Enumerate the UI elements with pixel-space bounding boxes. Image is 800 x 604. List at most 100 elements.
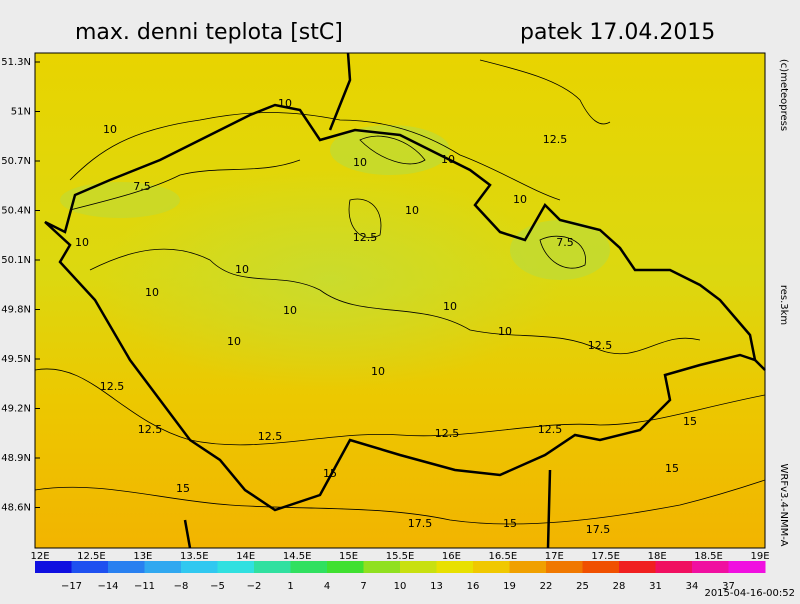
lon-label: 13E <box>133 551 152 562</box>
contour-line <box>69 159 301 211</box>
lon-label: 18E <box>648 551 667 562</box>
contour-label: 15 <box>683 415 697 428</box>
lat-label: 49.8N <box>1 305 31 316</box>
date: patek 17.04.2015 <box>520 20 715 45</box>
lon-label: 13.5E <box>180 551 209 562</box>
colorbar-segment <box>254 561 291 573</box>
lon-label: 14E <box>236 551 255 562</box>
contour-label: 10 <box>235 263 249 276</box>
colorbar-label: 31 <box>649 581 662 592</box>
colorbar-segment <box>619 561 656 573</box>
colorbar-label: −14 <box>97 581 118 592</box>
map: 10 10 12.5 7.5 10 10 10 12.5 10 7.5 10 10 10 10 10 10 10… <box>34 52 766 549</box>
lon-label: 16.5E <box>489 551 518 562</box>
contour-labels: 10 10 12.5 7.5 10 10 10 12.5 10 7.5 10 10 10 10 10 10 10… <box>75 97 697 536</box>
colorbar-segment <box>217 561 255 573</box>
contours <box>34 59 766 525</box>
colorbar-label: −5 <box>210 581 225 592</box>
colorbar-segment <box>181 561 218 573</box>
contour-label: 12.5 <box>258 430 283 443</box>
colorbar-segment <box>473 561 510 573</box>
lat-label: 50.7N <box>1 156 31 167</box>
contour-label: 10 <box>441 153 455 166</box>
contour-label: 12.5 <box>100 380 125 393</box>
colorbar-label: −11 <box>134 581 155 592</box>
contour-label: 12.5 <box>538 423 563 436</box>
colorbar-label: 37 <box>722 581 735 592</box>
colorbar-label: 4 <box>324 581 330 592</box>
lon-label: 19E <box>750 551 769 562</box>
colorbar-label: 34 <box>686 581 699 592</box>
contour-line <box>539 235 586 269</box>
colorbar-label: 25 <box>576 581 589 592</box>
colorbar-segment <box>728 561 766 573</box>
lat-label: 49.5N <box>1 354 31 365</box>
colorbar-label: 7 <box>360 581 366 592</box>
model: WRFv3.4-NMM-A <box>778 464 789 547</box>
contour-label: 10 <box>498 325 512 338</box>
timestamp: 2015-04-16-00:52 <box>704 588 795 599</box>
contour-line <box>348 198 382 238</box>
colorbar-label: −17 <box>61 581 82 592</box>
contour-label: 12.5 <box>543 133 568 146</box>
cool-area <box>60 182 180 218</box>
lat-label: 48.9N <box>1 453 31 464</box>
longitude-labels: 12E 12.5E 13E 13.5E 14E 14.5E 15E 15.5E 16E 16.5E… <box>30 551 769 562</box>
lon-label: 15E <box>339 551 358 562</box>
colorbar-label: −8 <box>174 581 189 592</box>
contour-label: 10 <box>513 193 527 206</box>
colorbar-label: 13 <box>430 581 443 592</box>
contour-label: 10 <box>145 286 159 299</box>
colorbar-segment <box>655 561 693 573</box>
contour-label: 15 <box>323 467 337 480</box>
lat-label: 49.2N <box>1 404 31 415</box>
colorbar-segment <box>71 561 109 573</box>
contour-line <box>34 479 766 525</box>
colorbar-segment <box>290 561 328 573</box>
colorbar-segment <box>327 561 364 573</box>
country-border <box>44 103 757 512</box>
contour-line <box>359 135 426 165</box>
lon-label: 15.5E <box>386 551 415 562</box>
lon-label: 12.5E <box>77 551 106 562</box>
copyright: (c)meteopress <box>778 59 789 131</box>
lat-label: 51.3N <box>1 57 31 68</box>
lon-label: 14.5E <box>283 551 312 562</box>
contour-label: 15 <box>503 517 517 530</box>
contour-label: 12.5 <box>138 423 163 436</box>
contour-label: 17.5 <box>408 517 433 530</box>
colorbar-label: 1 <box>287 581 293 592</box>
cool-area <box>100 170 560 390</box>
contour-label: 17.5 <box>586 523 611 536</box>
contour-label: 15 <box>176 482 190 495</box>
colorbar-segment <box>582 561 620 573</box>
contour-label: 10 <box>283 304 297 317</box>
contour-label: 7.5 <box>556 236 574 249</box>
map-frame <box>34 52 766 549</box>
contour-label: 10 <box>353 156 367 169</box>
contour-label: 12.5 <box>435 427 460 440</box>
latitude-labels: 51.3N 51N 50.7N 50.4N 50.1N 49.8N 49.5N 49.2N 48… <box>1 57 40 514</box>
colorbar-label: 19 <box>503 581 516 592</box>
contour-label: 10 <box>443 300 457 313</box>
contour-label: 10 <box>227 335 241 348</box>
contour-line <box>89 248 701 355</box>
lat-label: 51N <box>11 107 31 118</box>
colorbar-label: 16 <box>467 581 480 592</box>
lon-label: 16E <box>442 551 461 562</box>
colorbar-segment <box>509 561 547 573</box>
country-border <box>183 52 766 549</box>
contour-label: 10 <box>405 204 419 217</box>
colorbar-segment <box>144 561 182 573</box>
colorbar-segment <box>35 561 72 573</box>
lat-label: 48.6N <box>1 503 31 514</box>
contour-line <box>69 112 561 201</box>
contour-label: 10 <box>103 123 117 136</box>
colorbar-label: 22 <box>540 581 553 592</box>
colorbar-label: −2 <box>247 581 262 592</box>
colorbar-segment <box>436 561 474 573</box>
contour-label: 15 <box>665 462 679 475</box>
contour-label: 10 <box>278 97 292 110</box>
lat-label: 50.1N <box>1 255 31 266</box>
